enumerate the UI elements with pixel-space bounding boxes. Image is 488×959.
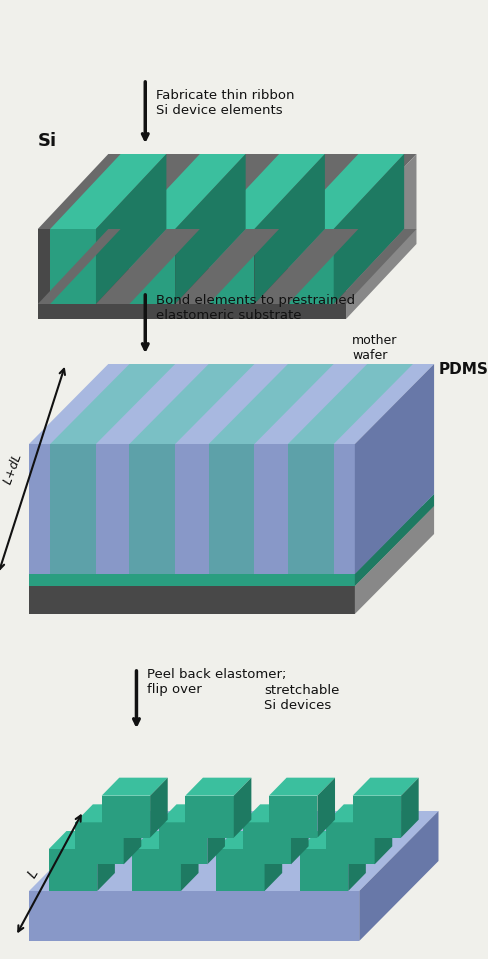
Polygon shape — [102, 796, 150, 837]
Polygon shape — [352, 778, 418, 796]
Polygon shape — [132, 831, 198, 849]
Polygon shape — [175, 229, 279, 304]
Polygon shape — [49, 831, 115, 849]
Polygon shape — [359, 811, 438, 941]
Polygon shape — [159, 805, 224, 822]
Polygon shape — [233, 778, 251, 837]
Polygon shape — [129, 154, 245, 229]
Polygon shape — [129, 444, 175, 574]
Polygon shape — [374, 805, 391, 864]
Polygon shape — [287, 364, 412, 444]
Polygon shape — [254, 229, 358, 304]
Polygon shape — [29, 586, 354, 614]
Polygon shape — [287, 229, 333, 304]
Text: PDMS: PDMS — [438, 362, 488, 377]
Polygon shape — [208, 444, 254, 574]
Text: L: L — [25, 867, 41, 880]
Polygon shape — [208, 364, 333, 444]
Polygon shape — [129, 229, 175, 304]
Polygon shape — [207, 805, 224, 864]
Polygon shape — [132, 849, 181, 891]
Polygon shape — [216, 849, 264, 891]
Polygon shape — [185, 796, 233, 837]
Text: Si: Si — [38, 132, 57, 150]
Polygon shape — [175, 154, 245, 304]
Polygon shape — [354, 494, 433, 586]
Polygon shape — [96, 229, 200, 304]
Text: Fabricate thin ribbon
Si device elements: Fabricate thin ribbon Si device elements — [156, 89, 294, 117]
Text: mother
wafer: mother wafer — [351, 334, 397, 362]
Polygon shape — [317, 778, 334, 837]
Polygon shape — [299, 831, 365, 849]
Polygon shape — [242, 805, 308, 822]
Polygon shape — [97, 831, 115, 891]
Polygon shape — [181, 831, 198, 891]
Polygon shape — [38, 229, 121, 304]
Polygon shape — [50, 229, 96, 304]
Polygon shape — [38, 154, 416, 229]
Polygon shape — [102, 778, 167, 796]
Polygon shape — [29, 364, 433, 444]
Polygon shape — [29, 444, 354, 574]
Polygon shape — [287, 444, 333, 574]
Polygon shape — [208, 154, 324, 229]
Polygon shape — [242, 822, 290, 864]
Polygon shape — [75, 805, 141, 822]
Text: L+dL: L+dL — [1, 452, 24, 486]
Polygon shape — [129, 364, 254, 444]
Polygon shape — [49, 849, 97, 891]
Polygon shape — [38, 229, 346, 319]
Polygon shape — [347, 831, 365, 891]
Polygon shape — [400, 778, 418, 837]
Polygon shape — [325, 805, 391, 822]
Polygon shape — [150, 778, 167, 837]
Text: stretchable
Si devices: stretchable Si devices — [264, 684, 339, 712]
Polygon shape — [123, 805, 141, 864]
Polygon shape — [96, 154, 166, 304]
Polygon shape — [325, 822, 374, 864]
Polygon shape — [333, 154, 403, 304]
Polygon shape — [29, 506, 433, 586]
Text: Bond elements to prestrained
elastomeric substrate: Bond elements to prestrained elastomeric… — [156, 294, 354, 322]
Polygon shape — [290, 805, 308, 864]
Polygon shape — [50, 444, 96, 574]
Polygon shape — [333, 229, 416, 304]
Polygon shape — [50, 154, 166, 229]
Polygon shape — [268, 778, 334, 796]
Polygon shape — [354, 364, 433, 574]
Polygon shape — [29, 811, 438, 891]
Polygon shape — [29, 494, 433, 574]
Polygon shape — [287, 154, 403, 229]
Polygon shape — [216, 831, 282, 849]
Polygon shape — [268, 796, 317, 837]
Polygon shape — [352, 796, 400, 837]
Text: Peel back elastomer;
flip over: Peel back elastomer; flip over — [147, 668, 286, 696]
Polygon shape — [208, 229, 254, 304]
Polygon shape — [354, 506, 433, 614]
Polygon shape — [29, 574, 354, 586]
Polygon shape — [159, 822, 207, 864]
Polygon shape — [346, 154, 416, 319]
Polygon shape — [75, 822, 123, 864]
Polygon shape — [29, 891, 359, 941]
Polygon shape — [254, 154, 324, 304]
Polygon shape — [299, 849, 347, 891]
Polygon shape — [50, 364, 175, 444]
Polygon shape — [264, 831, 282, 891]
Polygon shape — [185, 778, 251, 796]
